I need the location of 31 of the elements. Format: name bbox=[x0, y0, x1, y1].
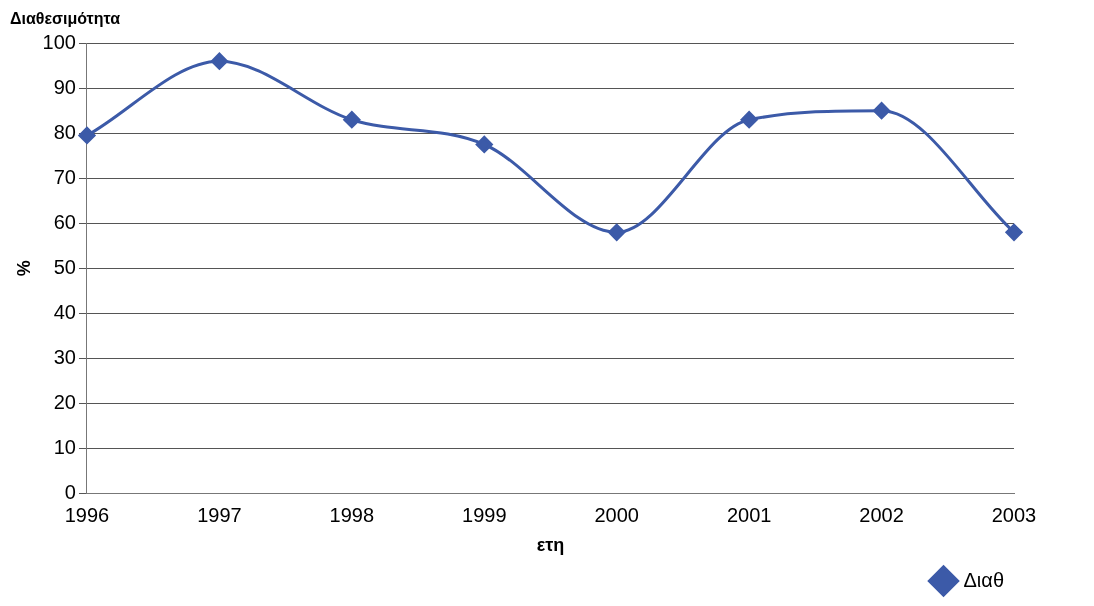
x-tick-label: 2002 bbox=[859, 503, 904, 526]
y-tick-label: 20 bbox=[53, 390, 76, 413]
x-tick-label: 2001 bbox=[726, 503, 772, 526]
y-tick-label: 70 bbox=[53, 165, 76, 188]
y-tick-label: 100 bbox=[42, 30, 76, 53]
x-tick-label: 1999 bbox=[462, 503, 507, 526]
y-tick-label: 30 bbox=[53, 345, 76, 368]
chart-title: Διαθεσιμότητα bbox=[10, 10, 121, 28]
x-axis-title: ετη bbox=[536, 535, 565, 556]
y-tick-label: 90 bbox=[53, 75, 76, 98]
point bbox=[1005, 223, 1023, 241]
point bbox=[475, 136, 493, 153]
point bbox=[78, 126, 96, 144]
point bbox=[343, 111, 361, 129]
point bbox=[608, 223, 626, 241]
x-tick-label: 2003 bbox=[991, 503, 1037, 526]
y-tick-label: 80 bbox=[53, 120, 76, 143]
y-axis-title: % bbox=[13, 260, 34, 277]
point bbox=[740, 111, 758, 129]
point bbox=[873, 102, 891, 120]
y-tick-label: 10 bbox=[53, 435, 76, 458]
x-tick-label: 1997 bbox=[197, 503, 242, 526]
x-tick-label: 1998 bbox=[329, 503, 375, 526]
x-tick-label: 1996 bbox=[64, 503, 110, 526]
y-tick-label: 60 bbox=[53, 210, 76, 233]
y-tick-label: 0 bbox=[64, 480, 76, 503]
y-tick-label: 40 bbox=[53, 300, 76, 323]
legend-label: Διαθ bbox=[963, 568, 1005, 591]
point bbox=[210, 52, 228, 70]
x-tick-label: 2000 bbox=[594, 503, 639, 526]
y-tick-label: 50 bbox=[53, 255, 76, 278]
